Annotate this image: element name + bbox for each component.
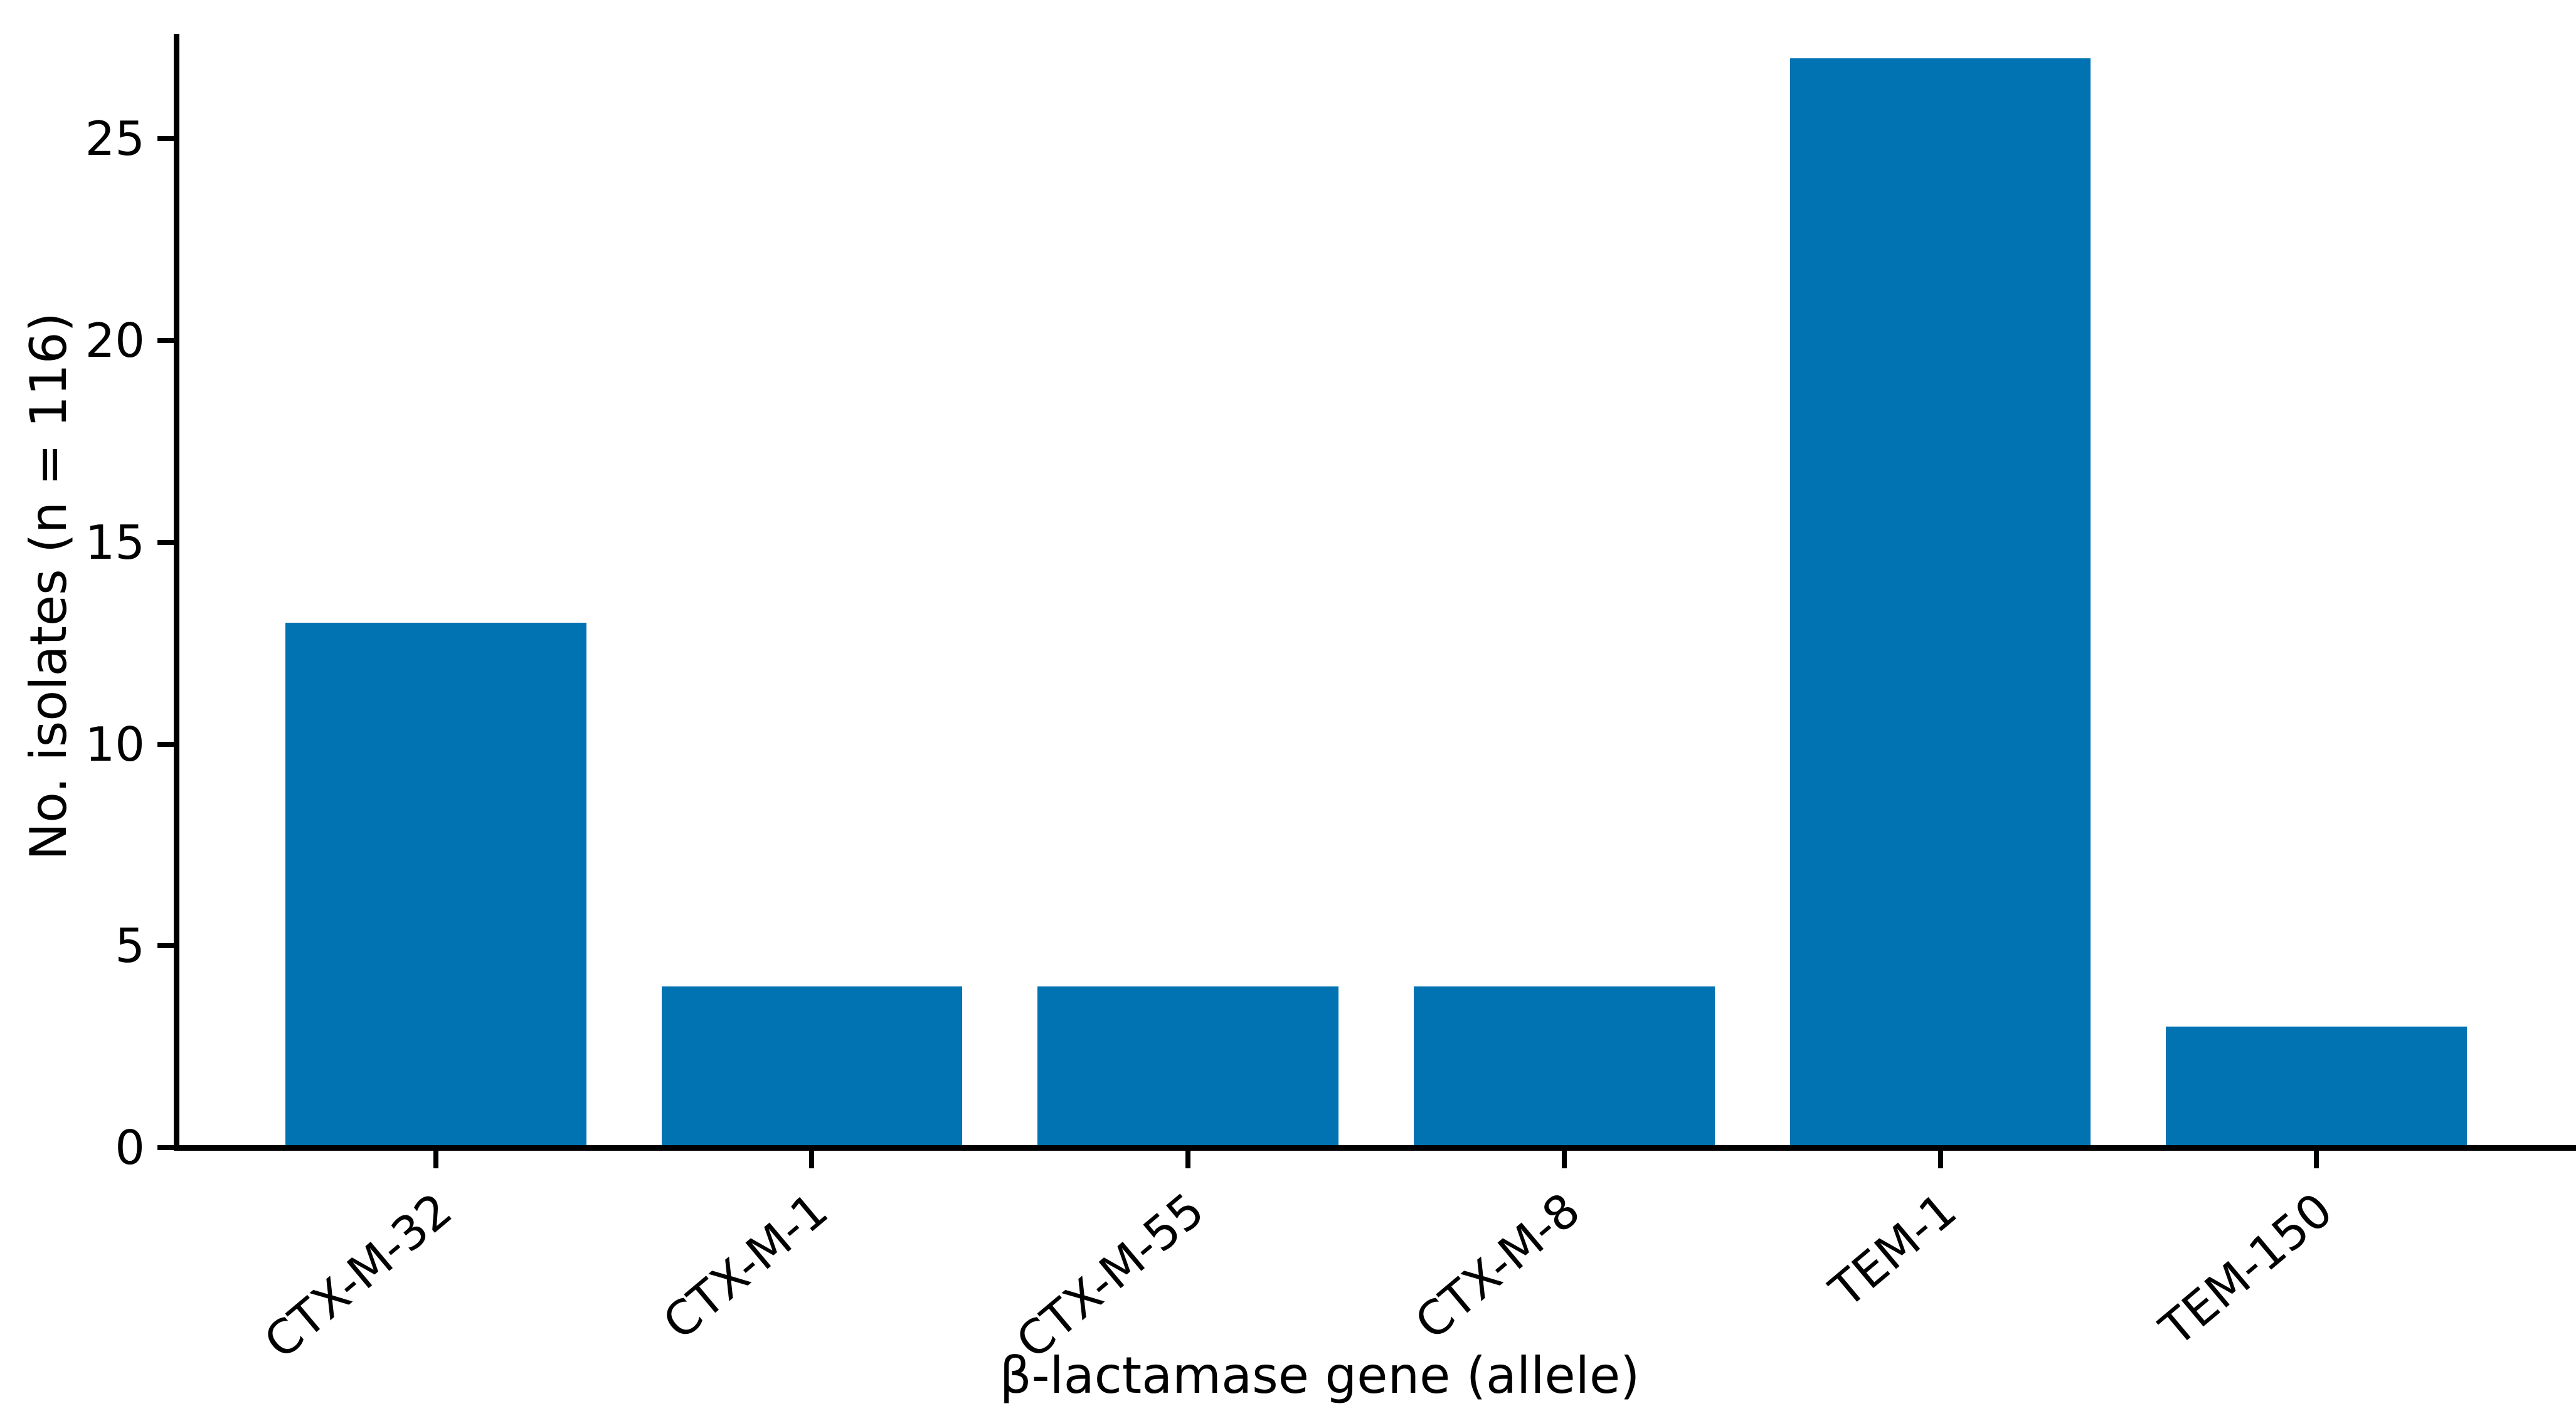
- y-tick-mark: [157, 943, 174, 949]
- y-tick-mark: [157, 338, 174, 344]
- x-tick-label: CTX-M-8: [1404, 1181, 1591, 1351]
- y-tick-label: 15: [85, 514, 145, 570]
- y-tick-label: 25: [85, 111, 145, 167]
- y-axis-spine: [174, 34, 179, 1151]
- y-tick-label: 0: [115, 1120, 145, 1175]
- bar-ctx-m-55: [1037, 986, 1339, 1148]
- bar-tem-1: [1789, 58, 2091, 1148]
- bar-tem-150: [2166, 1026, 2467, 1148]
- x-tick-label: CTX-M-1: [652, 1181, 839, 1351]
- y-tick-label: 5: [115, 918, 145, 974]
- bar-ctx-m-8: [1413, 986, 1715, 1148]
- y-tick-mark: [157, 136, 174, 142]
- bar-ctx-m-32: [285, 623, 586, 1148]
- bar-ctx-m-1: [661, 986, 963, 1148]
- x-tick-mark: [809, 1151, 815, 1168]
- x-axis-spine: [174, 1145, 2576, 1151]
- y-tick-mark: [157, 741, 174, 747]
- x-axis-title: β-lactamase gene (allele): [999, 1346, 1640, 1405]
- y-axis-title: No. isolates (n = 116): [19, 312, 78, 860]
- x-tick-mark: [1185, 1151, 1191, 1168]
- x-tick-mark: [2314, 1151, 2319, 1168]
- x-tick-label: TEM-1: [1819, 1181, 1967, 1318]
- y-tick-label: 20: [85, 313, 145, 369]
- x-tick-label: TEM-150: [2149, 1181, 2343, 1357]
- x-tick-mark: [433, 1151, 438, 1168]
- y-tick-mark: [157, 1145, 174, 1150]
- y-tick-mark: [157, 539, 174, 545]
- x-tick-mark: [1937, 1151, 1943, 1168]
- x-tick-label: CTX-M-55: [1005, 1181, 1215, 1370]
- y-tick-label: 10: [85, 716, 145, 772]
- x-tick-label: CTX-M-32: [253, 1181, 462, 1370]
- x-tick-mark: [1561, 1151, 1567, 1168]
